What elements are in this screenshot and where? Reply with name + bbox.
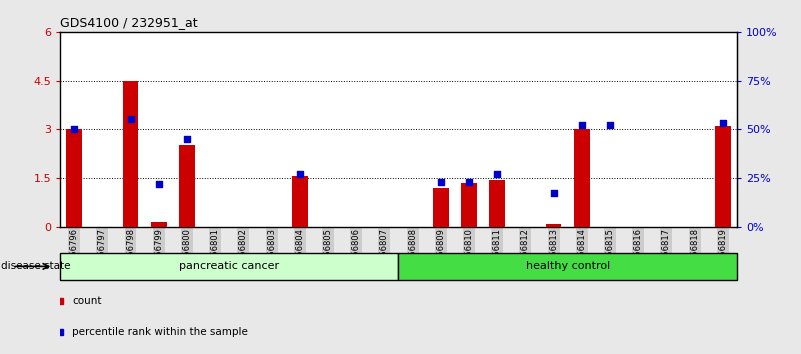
Text: count: count	[72, 296, 102, 306]
Point	[124, 117, 137, 122]
Point	[547, 190, 560, 196]
Point	[152, 181, 165, 187]
Bar	[433, 188, 449, 227]
Bar	[461, 183, 477, 227]
Text: pancreatic cancer: pancreatic cancer	[179, 261, 280, 272]
Point	[434, 179, 447, 185]
Bar	[292, 176, 308, 227]
Point	[575, 122, 588, 128]
Text: GDS4100 / 232951_at: GDS4100 / 232951_at	[60, 16, 198, 29]
Bar	[66, 129, 82, 227]
Point	[180, 136, 193, 142]
Bar	[545, 224, 562, 227]
Bar	[399, 253, 737, 280]
Text: percentile rank within the sample: percentile rank within the sample	[72, 327, 248, 337]
Bar	[715, 126, 731, 227]
Point	[716, 120, 729, 126]
Bar	[574, 129, 590, 227]
Bar	[179, 145, 195, 227]
Point	[491, 171, 504, 177]
Bar	[123, 81, 139, 227]
Point	[293, 171, 306, 177]
Point	[68, 126, 81, 132]
Text: healthy control: healthy control	[525, 261, 610, 272]
Bar	[151, 222, 167, 227]
Bar	[489, 179, 505, 227]
Bar	[60, 253, 399, 280]
Text: disease state: disease state	[1, 261, 70, 272]
Point	[463, 179, 476, 185]
Point	[604, 122, 617, 128]
